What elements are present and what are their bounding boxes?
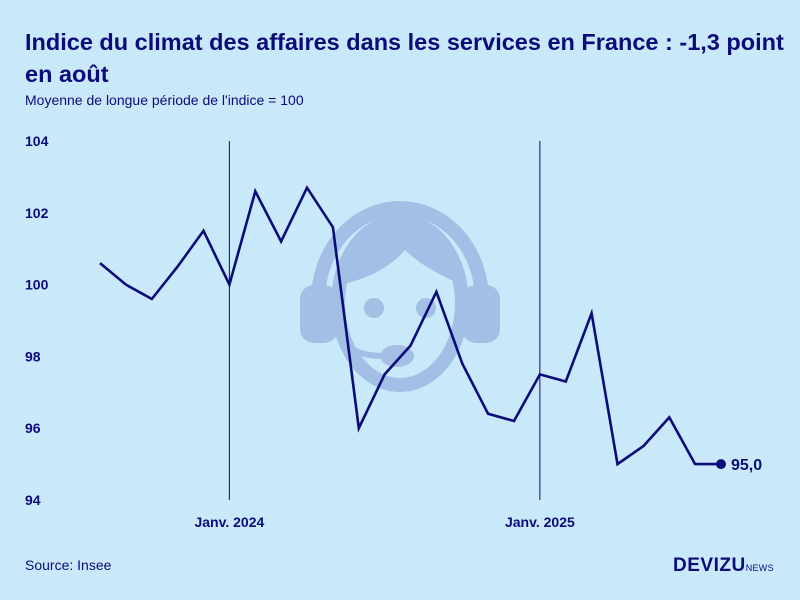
y-tick-label: 96 (25, 420, 41, 436)
last-value-label: 95,0 (731, 457, 762, 474)
chart-subtitle: Moyenne de longue période de l'indice = … (25, 92, 304, 108)
y-tick-label: 94 (25, 492, 41, 508)
series-line (99, 185, 721, 467)
y-tick-label: 98 (25, 348, 41, 364)
x-tick-label: Janv. 2024 (194, 514, 264, 530)
reference-lines (228, 141, 541, 500)
y-tick-label: 100 (25, 277, 49, 293)
brand-logo: DEVIZUNEWS (673, 555, 774, 577)
source-note: Source: Insee (25, 557, 112, 573)
logo-sub: NEWS (745, 563, 774, 573)
y-tick-label: 102 (25, 205, 49, 221)
last-data-point (716, 459, 726, 470)
customer-support-headset-icon (300, 201, 500, 392)
chart-title: Indice du climat des affaires dans les s… (25, 29, 784, 87)
x-tick-label: Janv. 2025 (505, 514, 575, 530)
logo-brand: DEVIZU (673, 555, 746, 576)
y-axis-ticks: 94 96 98 100 102 104 (25, 133, 49, 508)
x-axis-ticks: Janv. 2024 Janv. 2025 (194, 514, 575, 530)
y-tick-label: 104 (25, 133, 49, 149)
